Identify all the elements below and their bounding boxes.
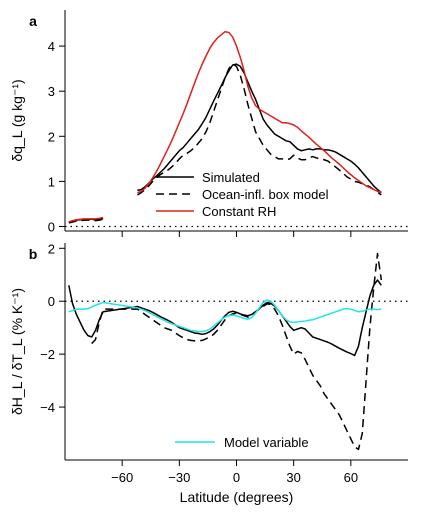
panel-label: b — [29, 246, 38, 262]
series-line-constant-rh — [68, 216, 104, 223]
x-tick-label: −60 — [111, 470, 133, 485]
legend-entry-label: Constant RH — [202, 204, 276, 219]
y-tick-label: 0 — [48, 294, 55, 309]
x-tick-label: 60 — [344, 470, 358, 485]
legend-entry-label: Ocean-infl. box model — [202, 187, 329, 202]
legend-entry-label: Simulated — [202, 170, 260, 185]
x-tick-label: 30 — [286, 470, 300, 485]
y-tick-label: 1 — [48, 174, 55, 189]
series-line-ocean-infl-box-model — [68, 218, 104, 224]
y-tick-label: −2 — [40, 347, 55, 362]
series-line-ocean-infl-box-model — [137, 63, 382, 196]
series-line-simulated — [68, 279, 382, 357]
panel-label: a — [29, 13, 37, 29]
panel-a: 0 1 2 3 4a δq_L (g kg⁻¹) Simulated Ocean-infl. … — [9, 10, 408, 237]
x-tick-label: 0 — [233, 470, 240, 485]
y-tick-label: 0 — [48, 219, 55, 234]
y-tick-label: 2 — [48, 241, 55, 256]
series-line-ocean-infl-box-model — [91, 252, 383, 451]
legend-entry-label: Model variable — [224, 435, 309, 450]
y-tick-label: 3 — [48, 84, 55, 99]
x-axis-title: Latitude (degrees) — [180, 489, 294, 505]
panel-b: −4 −2 0 2 −60 −30 0 30 60 b δH_L / δT_L (% K⁻¹) Lat… — [9, 241, 408, 505]
y-tick-label: 4 — [48, 39, 55, 54]
x-tick-label: −30 — [168, 470, 190, 485]
y-tick-label: 2 — [48, 129, 55, 144]
y-axis-title: δq_L (g kg⁻¹) — [9, 79, 25, 161]
y-tick-label: −4 — [40, 400, 55, 415]
series-line-model-variable — [68, 299, 382, 333]
y-axis-title: δH_L / δT_L (% K⁻¹) — [9, 288, 25, 415]
series-line-constant-rh — [137, 30, 382, 194]
